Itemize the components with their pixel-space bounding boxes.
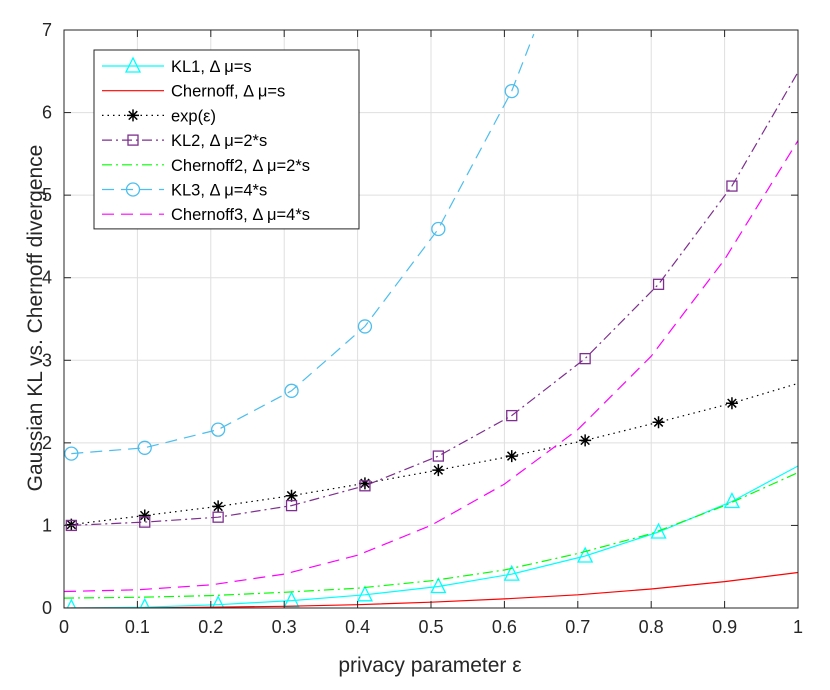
x-tick-label: 0.7 xyxy=(565,617,590,637)
data-point xyxy=(503,564,520,581)
data-point xyxy=(431,221,446,237)
y-tick-label: 5 xyxy=(42,185,52,205)
data-point xyxy=(139,597,150,608)
legend-label: KL2, Δ μ=2*s xyxy=(171,132,267,150)
x-tick-label: 0.5 xyxy=(418,617,443,637)
data-point xyxy=(579,434,592,447)
series-6 xyxy=(64,33,535,461)
data-point xyxy=(285,489,298,502)
data-point xyxy=(358,477,371,490)
legend-entry: KL1, Δ μ=s xyxy=(102,56,252,76)
y-tick-label: 1 xyxy=(42,515,52,535)
data-point xyxy=(579,352,591,365)
y-tick-label: 3 xyxy=(42,350,52,370)
legend-marker xyxy=(127,109,139,122)
data-point xyxy=(66,598,77,608)
data-point xyxy=(138,509,151,522)
data-point xyxy=(211,595,225,608)
data-point xyxy=(505,450,518,463)
legend-entry: Chernoff3, Δ μ=4*s xyxy=(102,206,310,224)
data-point xyxy=(284,383,299,398)
data-point xyxy=(725,397,738,410)
x-tick-label: 0.3 xyxy=(272,617,297,637)
legend-marker xyxy=(124,56,142,73)
x-axis-title: privacy parameter ε xyxy=(338,654,521,677)
legend-label: Chernoff, Δ μ=s xyxy=(171,83,285,101)
series-4 xyxy=(65,71,798,532)
data-point xyxy=(137,440,152,455)
data-point xyxy=(650,522,667,539)
data-point xyxy=(430,577,447,594)
x-tick-label: 0.9 xyxy=(712,617,737,637)
x-tick-label: 1 xyxy=(793,617,803,637)
data-point xyxy=(285,499,298,512)
data-point xyxy=(652,278,665,290)
data-point xyxy=(359,480,371,492)
series-5 xyxy=(64,472,798,599)
axes xyxy=(63,29,799,609)
legend-label: exp(ε) xyxy=(171,107,216,125)
data-point xyxy=(212,511,224,523)
plot-frame xyxy=(63,29,799,609)
tick-labels: 0 0.1 0.2 0.3 0.4 0.5 0.6 0.7 0.8 0.9 1 0 1 2 3 4 5 6 7 xyxy=(42,20,803,637)
series-line xyxy=(71,71,798,526)
data-point xyxy=(726,180,738,192)
legend-entry: Chernoff2, Δ μ=2*s xyxy=(102,157,310,175)
y-tick-label: 4 xyxy=(42,268,52,288)
x-tick-label: 0.6 xyxy=(492,617,517,637)
data-point xyxy=(432,450,444,462)
data-point xyxy=(356,585,373,602)
data-point xyxy=(212,500,225,513)
legend-label: Chernoff3, Δ μ=4*s xyxy=(171,206,310,224)
y-axis-title: Gaussian KL vs. Chernoff divergence xyxy=(24,145,47,492)
y-tick-label: 0 xyxy=(42,598,52,618)
data-point xyxy=(506,409,518,422)
legend-entry: KL2, Δ μ=2*s xyxy=(102,132,267,150)
data-point xyxy=(210,422,226,437)
legend-label: KL3, Δ μ=4*s xyxy=(171,182,267,200)
x-tick-label: 0.2 xyxy=(198,617,223,637)
y-tick-label: 6 xyxy=(42,103,52,123)
data-point xyxy=(65,518,78,531)
legend-marker xyxy=(127,134,139,146)
legend-entry: Chernoff, Δ μ=s xyxy=(102,83,285,101)
y-tick-label: 7 xyxy=(42,20,52,40)
data-point xyxy=(504,83,519,99)
x-tick-label: 0 xyxy=(59,617,69,637)
data-point xyxy=(139,516,151,528)
data-point xyxy=(432,464,445,477)
series-3 xyxy=(65,382,798,531)
y-tick-label: 2 xyxy=(42,433,52,453)
series-line xyxy=(71,382,798,526)
data-point xyxy=(652,416,665,429)
data-point xyxy=(577,546,594,563)
series-line xyxy=(64,140,798,593)
series-line xyxy=(64,472,798,599)
legend-entry: KL3, Δ μ=4*s xyxy=(102,182,267,200)
legend-entry: exp(ε) xyxy=(102,107,216,125)
legend-label: Chernoff2, Δ μ=2*s xyxy=(171,157,310,175)
x-tick-label: 0.4 xyxy=(345,617,370,637)
x-tick-label: 0.8 xyxy=(639,617,664,637)
legend-label: KL1, Δ μ=s xyxy=(171,58,252,76)
legend-marker xyxy=(125,182,141,197)
series-line xyxy=(71,33,535,455)
legend: KL1, Δ μ=s Chernoff, Δ μ=s exp(ε) KL2, Δ μ=… xyxy=(93,49,360,230)
series-7 xyxy=(64,140,798,593)
data-point xyxy=(357,319,373,334)
data-point xyxy=(64,446,79,461)
x-tick-label: 0.1 xyxy=(125,617,150,637)
